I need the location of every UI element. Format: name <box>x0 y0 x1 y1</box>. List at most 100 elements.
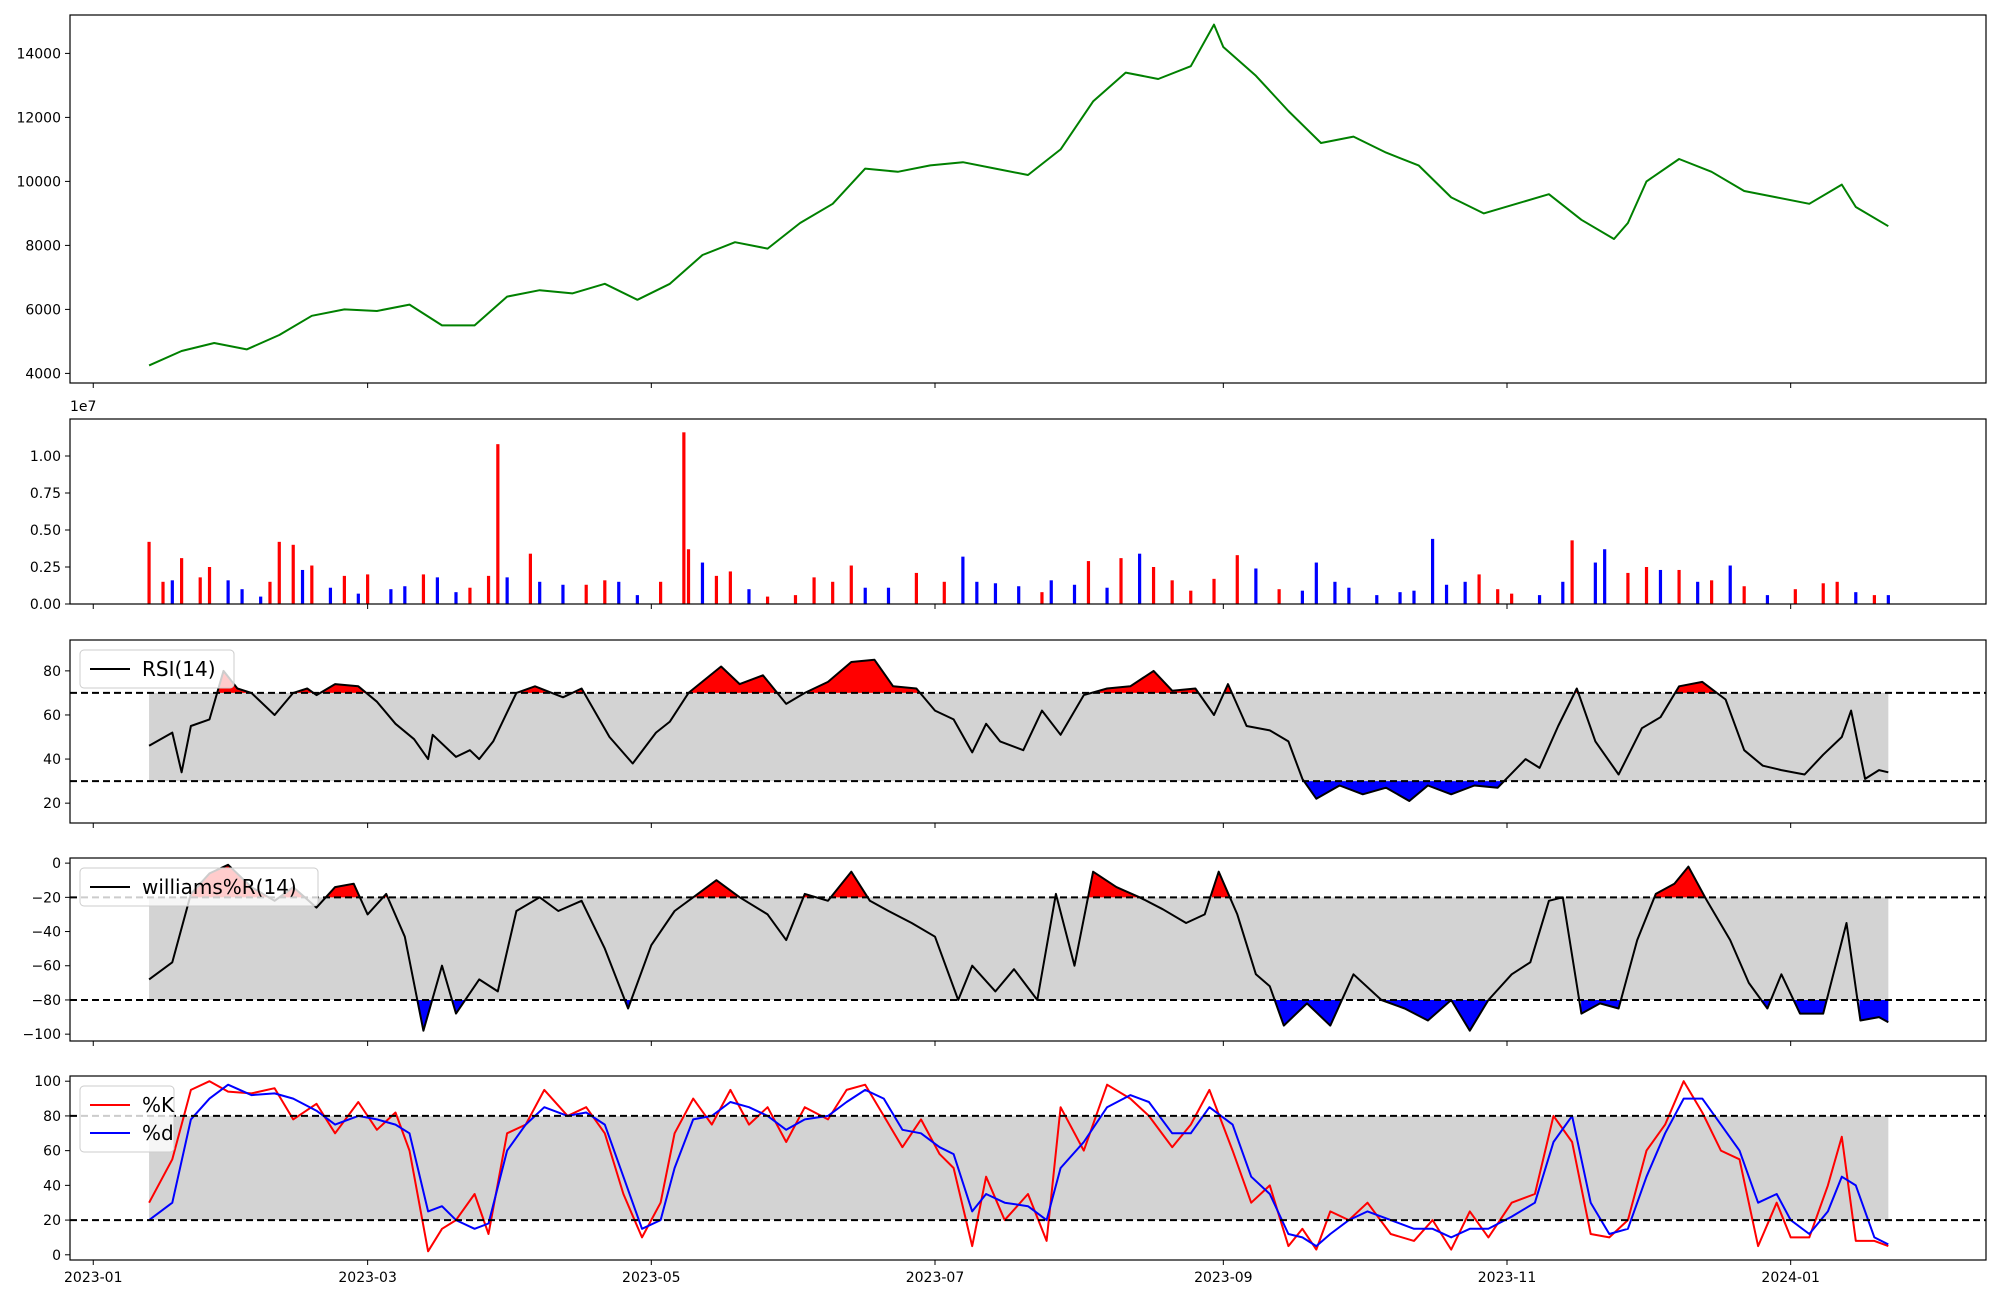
threshold-band <box>149 692 1889 782</box>
volume-bar <box>1728 565 1732 604</box>
volume-bar <box>1254 568 1258 604</box>
y-tick-label: −100 <box>23 1027 61 1043</box>
y-tick-label: 6000 <box>25 302 61 318</box>
volume-bar <box>700 562 705 604</box>
volume-bar <box>1314 562 1318 604</box>
volume-bar <box>1138 553 1142 604</box>
volume-bar <box>291 544 295 604</box>
volume-bar <box>486 575 491 604</box>
x-tick-label: 2024-01 <box>1761 1270 1820 1286</box>
volume-bar <box>1235 555 1239 604</box>
y-tick-label: −40 <box>31 925 61 941</box>
volume-bar <box>942 581 946 604</box>
volume-bar <box>328 587 333 604</box>
legend-box <box>79 867 319 907</box>
volume-bar <box>1072 584 1077 604</box>
oversold-fill <box>1581 999 1620 1013</box>
y-tick-label: −60 <box>31 959 61 975</box>
y-tick-label: 12000 <box>16 110 61 126</box>
volume-bar <box>268 581 272 604</box>
volume-bar <box>180 558 184 604</box>
y-tick-label: 0.50 <box>30 523 61 539</box>
volume-bar <box>975 581 979 604</box>
volume-bar <box>342 575 346 604</box>
volume-bar <box>1040 592 1044 604</box>
volume-bar <box>686 549 691 604</box>
overbought-fill <box>1088 872 1139 898</box>
volume-bar <box>863 587 867 604</box>
volume-bar <box>403 586 407 604</box>
volume-bar <box>1765 595 1770 604</box>
volume-bar <box>1119 558 1123 604</box>
x-tick-label: 2023-07 <box>906 1270 965 1286</box>
volume-bar <box>793 595 798 604</box>
volume-bar <box>1189 590 1193 604</box>
volume-bar <box>584 584 588 604</box>
volume-bar <box>1626 572 1630 604</box>
volume-bar <box>1398 592 1402 604</box>
volume-bar <box>747 589 751 604</box>
series-line-williamsr14 <box>148 863 1889 1032</box>
y-tick-label: 20 <box>43 1213 61 1229</box>
y-tick-label: −80 <box>31 993 61 1009</box>
volume-bar <box>728 571 732 604</box>
plot-area-rsi <box>70 658 1986 802</box>
x-tick-label: 2023-05 <box>622 1270 681 1286</box>
series-line-rsi14 <box>148 658 1889 802</box>
volume-bar <box>505 577 509 604</box>
series-line-d <box>148 1083 1889 1248</box>
panel-volume: 0.00 0.25 0.50 0.75 1.00 1e7 <box>30 399 1987 613</box>
panel-rsi: 20 40 60 80 RSI(14) <box>43 639 1987 828</box>
volume-bar <box>240 589 244 604</box>
panel-frame <box>69 418 1987 605</box>
volume-bar <box>1742 586 1746 604</box>
y-tick-label: 1.00 <box>30 449 61 465</box>
y-tick-label: 10000 <box>16 174 61 190</box>
panel-stochastic: 0 20 40 60 80 100 2023-01 2023-03 2023-05 2023-07… <box>34 1074 1987 1286</box>
volume-bar <box>765 596 770 604</box>
volume-bar <box>198 577 202 604</box>
volume-bar <box>1444 584 1449 604</box>
volume-bar <box>226 580 230 604</box>
y-tick-label: 0.00 <box>30 597 61 613</box>
volume-bar <box>538 581 542 604</box>
volume-bar <box>1347 587 1351 604</box>
volume-bar <box>1496 589 1500 604</box>
oversold-fill <box>1304 781 1504 801</box>
volume-bar <box>659 581 663 604</box>
x-tick-label: 2023-11 <box>1478 1270 1537 1286</box>
volume-bar <box>389 589 393 604</box>
legend-label: williams%R(14) <box>142 875 297 899</box>
y-tick-label: 100 <box>34 1074 61 1090</box>
volume-bar <box>1170 580 1174 604</box>
volume-bar <box>914 572 918 604</box>
volume-bar <box>1854 592 1858 604</box>
volume-bar <box>1300 590 1304 604</box>
volume-bar <box>1375 595 1379 604</box>
volume-bar <box>1593 562 1597 604</box>
volume-bar <box>1049 580 1053 604</box>
overbought-fill <box>831 872 867 898</box>
volume-bar <box>849 565 853 604</box>
volume-bar <box>161 581 165 604</box>
oversold-fill <box>417 999 432 1031</box>
plot-area-williams <box>70 863 1986 1032</box>
legend-label: %d <box>142 1121 174 1145</box>
volume-bar <box>468 587 472 604</box>
volume-bar <box>207 567 212 604</box>
volume-bar <box>1412 590 1416 604</box>
y-tick-label: 0.75 <box>30 486 61 502</box>
volume-bar <box>1658 569 1663 604</box>
volume-bar <box>435 577 439 604</box>
volume-bar <box>421 574 426 604</box>
volume-bar <box>1105 587 1109 604</box>
panel-frame <box>69 639 1987 824</box>
axis-offset-label: 1e7 <box>70 399 96 415</box>
volume-bar <box>454 592 458 604</box>
y-tick-label: 4000 <box>25 366 61 382</box>
x-tick-label: 2023-01 <box>64 1270 123 1286</box>
legend-box <box>79 1085 175 1153</box>
volume-bar <box>1644 567 1649 604</box>
volume-bar <box>1603 549 1607 604</box>
